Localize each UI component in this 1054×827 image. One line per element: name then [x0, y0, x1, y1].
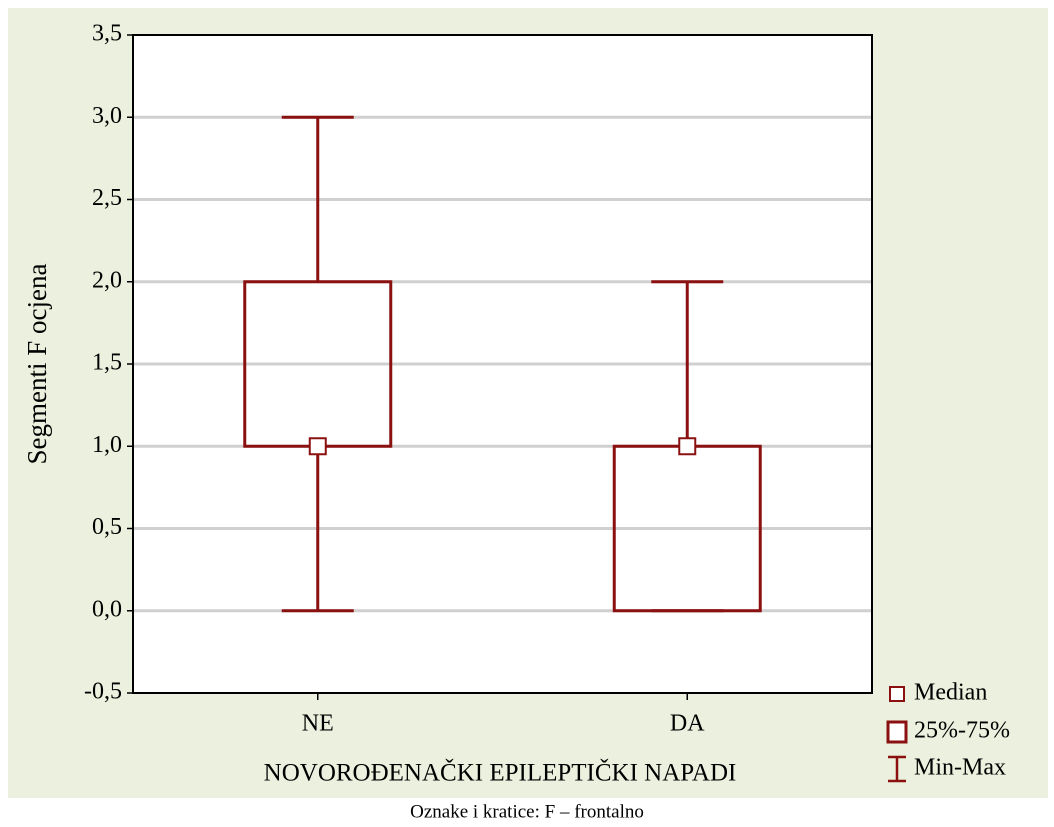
legend-median-icon	[889, 686, 905, 702]
y-axis-label: Segmenti F ocjena	[22, 264, 52, 465]
legend-label: Median	[914, 680, 987, 706]
x-tick-label: DA	[670, 711, 705, 737]
plot-frame	[132, 34, 873, 694]
x-tick-label: NE	[302, 711, 334, 737]
y-tick-label: 3,0	[92, 103, 122, 129]
y-tick-label: -0,5	[84, 679, 122, 705]
legend-whisker-icon	[888, 755, 906, 783]
y-tick-label: 2,5	[92, 185, 122, 211]
y-tick-label: 0,0	[92, 596, 122, 622]
median-marker	[308, 437, 327, 456]
caption: Oznake i kratice: F – frontalno	[410, 801, 644, 822]
median-marker	[678, 437, 697, 456]
y-tick-label: 3,5	[92, 21, 122, 47]
y-tick-label: 2,0	[92, 267, 122, 293]
legend-label: Min-Max	[914, 755, 1006, 781]
y-tick-label: 1,0	[92, 432, 122, 458]
x-axis-label: NOVOROĐENAČKI EPILEPTIČKI NAPADI	[264, 759, 737, 787]
y-tick-label: 1,5	[92, 350, 122, 376]
legend-label: 25%-75%	[914, 718, 1010, 744]
y-tick-label: 0,5	[92, 514, 122, 540]
legend-box-icon	[886, 720, 908, 744]
